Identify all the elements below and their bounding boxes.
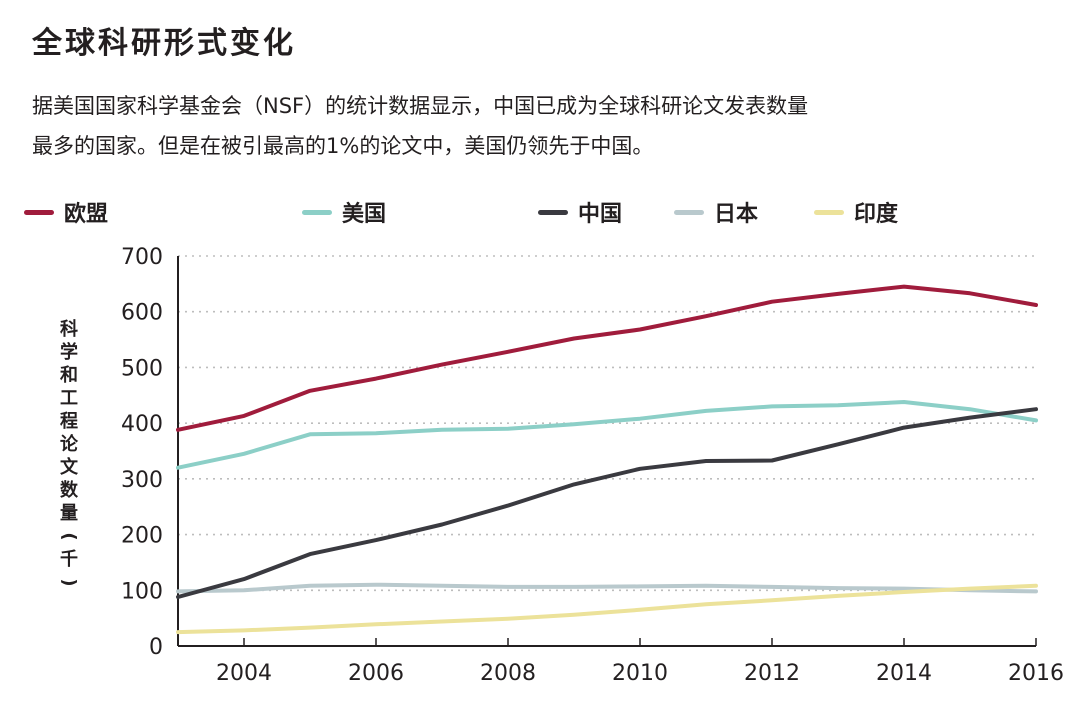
y-axis-label: 科学和工程论文数量(千): [56, 318, 82, 594]
y-tick-label: 100: [121, 579, 163, 604]
legend-item-india: 印度: [814, 196, 898, 228]
y-axis-label-char: 文: [60, 457, 78, 478]
chart-title: 全球科研形式变化: [32, 26, 296, 61]
y-axis-label-char: 数: [60, 480, 78, 501]
y-tick-label: 500: [121, 356, 163, 381]
description: 据美国国家科学基金会（NSF）的统计数据显示，中国已成为全球科研论文发表数量 最…: [32, 86, 1032, 166]
legend: 欧盟 美国 中国 日本 印度: [24, 196, 1064, 232]
y-axis-label-char: 量: [60, 503, 78, 524]
y-axis-label-char: 学: [60, 342, 78, 363]
legend-swatch-japan: [674, 209, 704, 215]
legend-label-japan: 日本: [714, 202, 759, 227]
series-line-japan: [176, 582, 1038, 594]
x-tick-label: 2006: [348, 661, 404, 686]
legend-label-eu: 欧盟: [64, 202, 109, 227]
legend-swatch-china: [538, 209, 568, 215]
y-axis-label-char: 和: [60, 365, 78, 386]
legend-item-eu: 欧盟: [24, 196, 108, 228]
legend-swatch-us: [302, 209, 332, 215]
y-tick-label: 600: [121, 301, 163, 326]
x-tick-label: 2004: [216, 661, 272, 686]
x-tick-label: 2014: [876, 661, 932, 686]
y-axis-label-char: 千: [60, 549, 78, 570]
description-line-2: 最多的国家。但是在被引最高的1%的论文中，美国仍领先于中国。: [32, 134, 654, 158]
legend-label-us: 美国: [342, 202, 387, 227]
y-axis-label-char: 工: [60, 388, 78, 409]
y-tick-label: 300: [121, 468, 163, 493]
legend-label-china: 中国: [578, 202, 623, 227]
x-tick-label: 2012: [744, 661, 800, 686]
series-line-eu: [176, 284, 1038, 432]
legend-item-japan: 日本: [674, 196, 758, 228]
legend-label-india: 印度: [854, 202, 899, 227]
series-line-china: [176, 407, 1038, 599]
description-line-1: 据美国国家科学基金会（NSF）的统计数据显示，中国已成为全球科研论文发表数量: [32, 94, 809, 118]
legend-item-china: 中国: [538, 196, 622, 228]
y-tick-label: 400: [121, 412, 163, 437]
legend-item-us: 美国: [302, 196, 386, 228]
legend-swatch-india: [814, 209, 844, 215]
y-axis-label-char: 程: [60, 411, 78, 432]
y-tick-label: 700: [121, 245, 163, 270]
x-tick-label: 2008: [480, 661, 536, 686]
legend-swatch-eu: [24, 209, 54, 215]
y-axis-label-char: 论: [60, 434, 78, 455]
series-line-india: [176, 583, 1038, 635]
y-tick-label: 0: [149, 635, 163, 660]
y-axis-label-char: 科: [60, 319, 78, 340]
series-line-us: [176, 400, 1038, 470]
y-tick-label: 200: [121, 524, 163, 549]
x-tick-label: 2016: [1008, 661, 1064, 686]
x-tick-label: 2010: [612, 661, 668, 686]
